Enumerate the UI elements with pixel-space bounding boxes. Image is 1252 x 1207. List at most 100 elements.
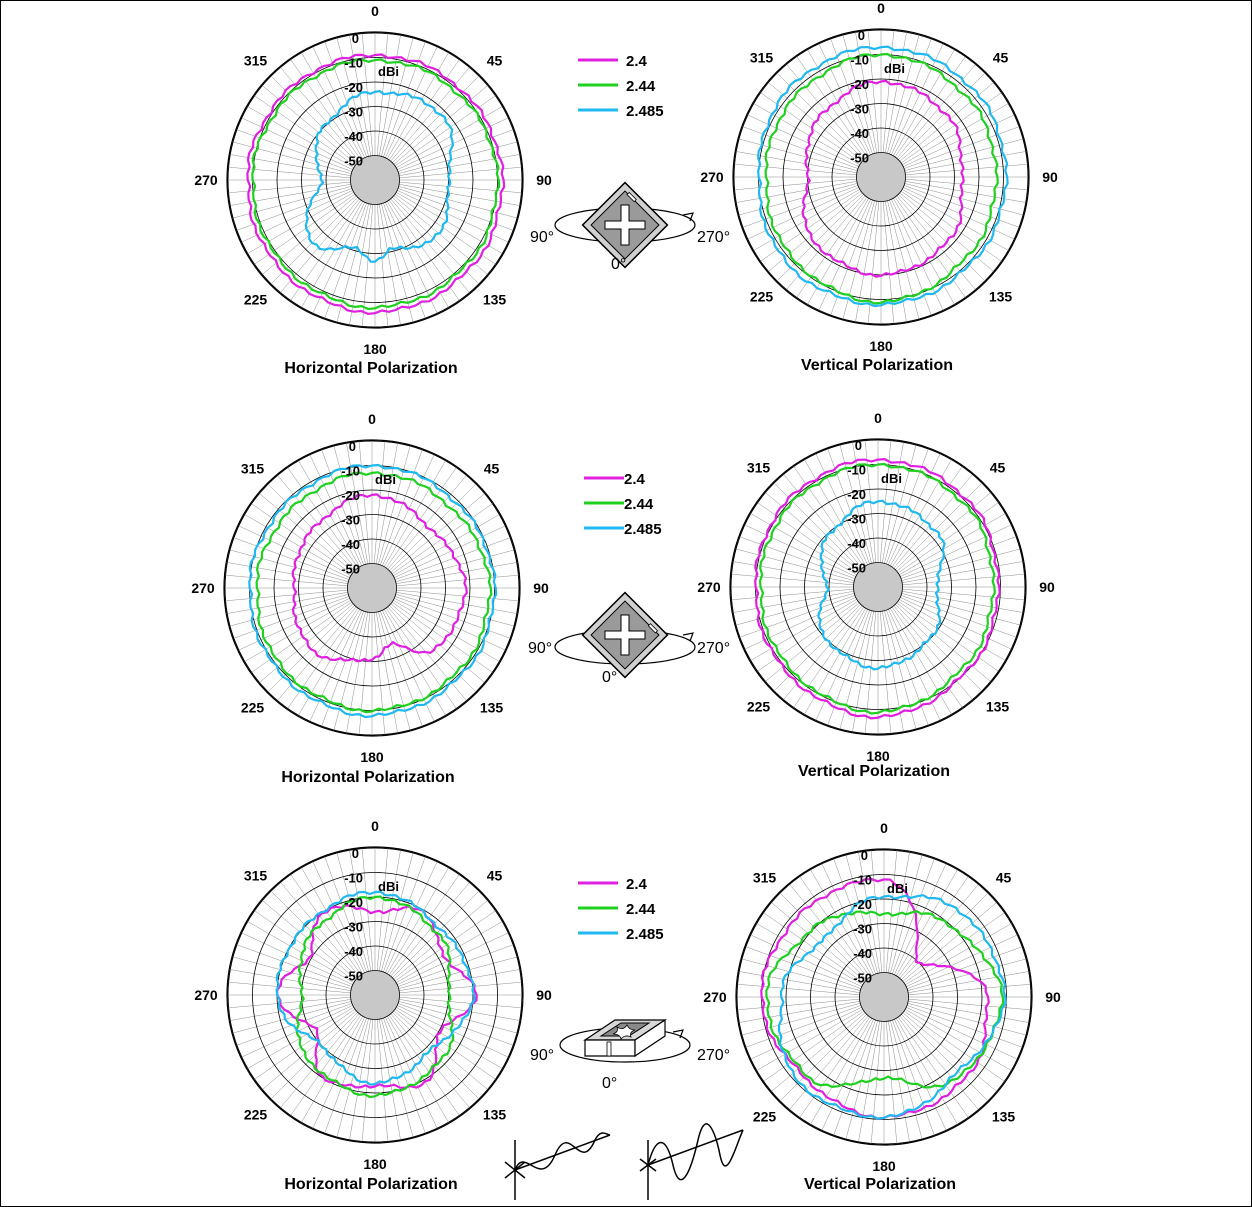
radial-gridlines (734, 30, 1028, 324)
angle-label: 315 (244, 52, 268, 68)
angle-label: 0 (371, 3, 379, 19)
angle-label: 180 (363, 341, 387, 357)
series-line-2-485 (756, 45, 1009, 308)
polar-chart-4: 0 -10 -20 -30 -40 -50 dBi 0 45 90 135 180 225 270 315 V… (697, 410, 1055, 780)
ring-label: -50 (853, 971, 872, 986)
orientation-diagram-3: 90° 270° 0° (530, 1018, 730, 1092)
center-disk (856, 152, 906, 202)
ring-label: 0 (861, 848, 868, 863)
ring-label: -30 (850, 102, 869, 117)
legend-row-2: 2.4 2.44 2.485 (584, 471, 662, 538)
ring-gridline (325, 130, 425, 230)
ring-label: -30 (847, 512, 866, 527)
angle-label: 225 (241, 700, 265, 716)
series-line-2-44 (251, 58, 501, 311)
angle-label: 315 (750, 49, 774, 65)
angle-label: 315 (244, 867, 268, 883)
ring-label: -40 (344, 944, 363, 959)
rotation-arrow-icon (672, 1029, 684, 1039)
angle-label: 0 (880, 820, 888, 836)
angle-label: 0 (371, 818, 379, 834)
series-line-2-44 (765, 910, 1005, 1089)
center-disk (859, 972, 909, 1022)
ring-label: -50 (847, 561, 866, 576)
angle-label: 225 (244, 1107, 268, 1123)
center-disk (350, 970, 400, 1020)
unit-label: dBi (887, 881, 908, 896)
angle-label: 90 (1042, 169, 1058, 185)
ring-label: -50 (850, 151, 869, 166)
angle-label: 270 (703, 989, 727, 1005)
angle-label: 180 (869, 338, 893, 354)
ring-label: 0 (352, 846, 359, 861)
ring-label: -40 (341, 537, 360, 552)
series-line-2-4 (291, 493, 468, 663)
ring-gridline (810, 923, 958, 1071)
ring-label: 0 (349, 439, 356, 454)
ring-label: -20 (344, 80, 363, 95)
chart-title: Vertical Polarization (801, 357, 953, 374)
chart-title: Vertical Polarization (798, 763, 950, 780)
ring-gridline (785, 898, 983, 1096)
ring-label: -50 (344, 969, 363, 984)
ring-label: -10 (847, 463, 866, 478)
ring-label: 0 (858, 28, 865, 43)
angle-label: 135 (992, 1109, 1016, 1125)
center-disk (347, 563, 397, 613)
ring-gridline (252, 872, 498, 1118)
polar-chart-3: 0 -10 -20 -30 -40 -50 dBi 0 45 90 135 180 225 270 315 H… (191, 411, 549, 786)
ring-label: -10 (344, 56, 363, 71)
orientation-label-90: 90° (530, 1047, 554, 1064)
radial-gridlines (737, 850, 1031, 1144)
angle-label: 135 (989, 289, 1013, 305)
legend-label: 2.44 (624, 496, 654, 513)
ring-gridline (828, 537, 928, 637)
ring-label: 0 (855, 438, 862, 453)
ring-label: -10 (344, 871, 363, 886)
ring-label: -30 (341, 513, 360, 528)
chart-title: Horizontal Polarization (281, 769, 454, 786)
legend-label: 2.44 (626, 78, 656, 95)
legend-row-1: 2.4 2.44 2.485 (578, 53, 664, 120)
angle-label: 45 (996, 869, 1012, 885)
series-line-2-44 (764, 52, 999, 305)
legend-label: 2.4 (624, 471, 646, 488)
series-line-2-4 (246, 53, 506, 315)
ring-gridline (322, 538, 422, 638)
angle-label: 270 (191, 580, 215, 596)
ring-label: -30 (853, 922, 872, 937)
angle-label: 0 (368, 411, 376, 427)
unit-label: dBi (378, 879, 399, 894)
ring-label: -20 (850, 77, 869, 92)
angle-label: 180 (360, 749, 384, 765)
angle-label: 90 (1039, 579, 1055, 595)
angle-label: 135 (483, 1107, 507, 1123)
unit-label: dBi (378, 64, 399, 79)
angle-label: 225 (244, 292, 268, 308)
series-line-2-4 (276, 904, 478, 1089)
center-disk (350, 155, 400, 205)
angle-label: 45 (990, 459, 1006, 475)
vertical-wave-icon (639, 1123, 744, 1200)
series-line-2-44 (255, 471, 493, 714)
ring-gridline (301, 106, 449, 254)
series-line-2-4 (801, 79, 965, 278)
angle-label: 315 (747, 459, 771, 475)
ring-label: -40 (850, 126, 869, 141)
orientation-diagram-1: 90° 270° 0° (530, 181, 730, 273)
unit-label: dBi (881, 471, 902, 486)
ring-label: -30 (344, 105, 363, 120)
ring-gridline (276, 81, 474, 279)
angle-label: 135 (986, 699, 1010, 715)
chart-title: Horizontal Polarization (284, 1176, 457, 1193)
orientation-diagram-2: 90° 270° 0° (528, 591, 730, 686)
ring-label: -20 (847, 487, 866, 502)
angle-label: 45 (993, 49, 1009, 65)
angle-label: 90 (536, 987, 552, 1003)
series-line-2-485 (304, 89, 454, 263)
orientation-label-270: 270° (697, 1047, 730, 1064)
polar-chart-6: 0 -10 -20 -30 -40 -50 dBi 0 45 90 135 180 225 270 315 V… (703, 820, 1061, 1193)
series-line-2-485 (777, 894, 1007, 1120)
legend-row-3: 2.4 2.44 2.485 (578, 876, 664, 943)
